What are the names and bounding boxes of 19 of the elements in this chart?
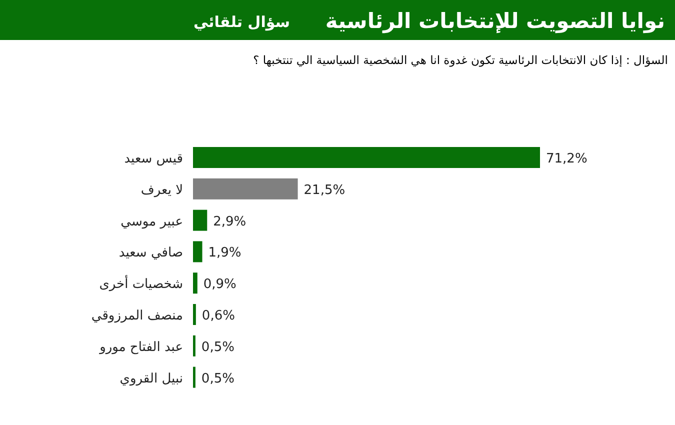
value-label: 0,6% — [202, 308, 235, 324]
category: صافي سعيد — [118, 246, 183, 261]
category: لا يعرف — [140, 182, 183, 198]
value-label: 21,5% — [304, 182, 346, 198]
value-label: 2,9% — [213, 214, 246, 230]
category: قيس سعيد — [124, 152, 183, 166]
annotation: سؤال تلقائي — [193, 13, 290, 31]
value-label: 1,9% — [208, 246, 242, 261]
value-label: 0,5% — [201, 371, 234, 386]
category: عبير موسي — [120, 214, 183, 230]
value-label: 0,5% — [201, 340, 234, 355]
category: منصف المرزوقي — [91, 308, 183, 324]
category: شخصيات أخرى — [99, 277, 183, 292]
value-label: 71,2% — [546, 152, 588, 166]
category: نبيل القروي — [120, 371, 183, 386]
value-label: 0,9% — [203, 277, 236, 292]
title: نوايا التصويت للإنتخابات الرئاسية — [325, 9, 665, 33]
category: عبد الفتاح مورو — [100, 340, 183, 355]
subtitle: السؤال : إذا كان الانتخابات الرئاسية تكون غدوة انا هي الشخصية السياسية الي تنتخبها ؟ — [253, 53, 668, 67]
